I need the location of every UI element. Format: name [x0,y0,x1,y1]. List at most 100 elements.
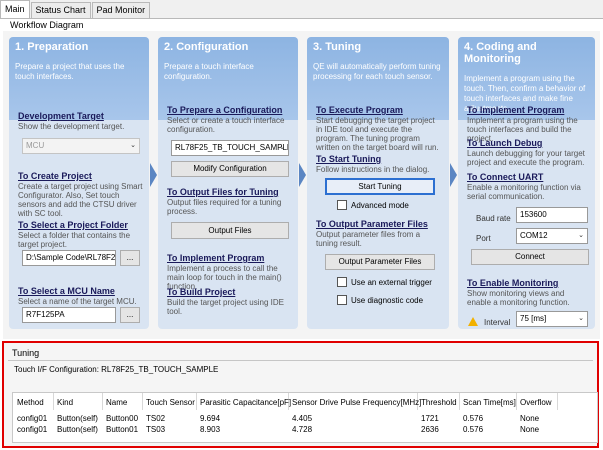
execute-program-link[interactable]: To Execute Program [316,105,403,115]
column-divider [142,393,143,410]
chevron-down-icon: ⌄ [578,315,584,322]
column-divider [459,393,460,410]
start-tuning-link[interactable]: To Start Tuning [316,154,382,164]
workflow-diagram: 1. Preparation Prepare a project that us… [3,31,600,339]
step-header: 2. Configuration Prepare a touch interfa… [158,37,298,120]
column-divider [288,393,289,410]
baud-rate-input[interactable]: 153600 [516,207,588,223]
column-header[interactable]: Method [17,398,44,407]
column-header[interactable]: Threshold [421,398,457,407]
step-desc: Implement a program using the touch. The… [464,74,586,113]
table-cell: 9.694 [200,414,221,423]
implement-program-desc: Implement a process to call the main loo… [167,264,282,291]
prepare-config-link[interactable]: To Prepare a Configuration [167,105,283,115]
diagnostic-code-label: Use diagnostic code [351,295,424,305]
step-title: 2. Configuration [164,41,249,53]
diagnostic-code-checkbox[interactable]: Use diagnostic code [337,295,423,305]
enable-monitoring-desc: Show monitoring views and enable a monit… [467,289,570,307]
mcu-select-value: MCU [26,141,45,150]
connect-button[interactable]: Connect [471,249,589,265]
table-cell: 4.728 [292,425,313,434]
connect-uart-link[interactable]: To Connect UART [467,172,544,182]
implement-program-desc: Implement a program using the touch inte… [467,116,578,143]
launch-debug-desc: Launch debugging for your target project… [467,149,585,167]
connect-uart-desc: Enable a monitoring function via serial … [467,183,581,201]
table-cell: TS03 [146,425,166,434]
create-project-link[interactable]: To Create Project [18,171,92,181]
step-arrow-icon [299,163,306,187]
step-header: 3. Tuning QE will automatically perform … [307,37,449,120]
column-header[interactable]: Parasitic Capacitance[pF] [200,398,292,407]
tab-bar: Main Status Chart Pad Monitor [0,0,603,19]
interval-select[interactable]: 75 [ms] ⌄ [516,311,588,327]
table-cell: 0.576 [463,425,484,434]
table-cell: Button00 [106,414,139,423]
tab-pad-monitor[interactable]: Pad Monitor [91,2,151,18]
column-header[interactable]: Touch Sensor [146,398,195,407]
column-divider [53,393,54,410]
table-cell: None [520,425,540,434]
output-files-link[interactable]: To Output Files for Tuning [167,187,279,197]
step-preparation: 1. Preparation Prepare a project that us… [9,37,149,329]
step-configuration: 2. Configuration Prepare a touch interfa… [158,37,298,329]
config-select[interactable]: RL78F25_TB_TOUCH_SAMPLE ⌄ [171,140,289,156]
external-trigger-label: Use an external trigger [351,277,432,287]
tab-status-chart[interactable]: Status Chart [30,2,91,18]
implement-program-link[interactable]: To Implement Program [167,253,265,263]
step-desc: Prepare a project that uses the touch in… [15,62,125,81]
divider [8,360,593,361]
interval-label: Interval [484,318,511,327]
column-header[interactable]: Overflow [520,398,552,407]
step-arrow-icon [150,163,157,187]
warning-icon [468,317,478,326]
column-divider [557,393,558,410]
column-header[interactable]: Scan Time[ms] [463,398,516,407]
output-parameter-files-button[interactable]: Output Parameter Files [325,254,435,270]
modify-configuration-button[interactable]: Modify Configuration [171,161,289,177]
checkbox-box [337,277,347,287]
project-folder-input[interactable]: D:\Sample Code\RL78F25_ [22,250,116,266]
step-title: 3. Tuning [313,41,362,53]
column-header[interactable]: Name [106,398,128,407]
implement-program-link[interactable]: To Implement Program [467,105,565,115]
table-cell: 2636 [421,425,439,434]
table-cell: TS02 [146,414,166,423]
browse-mcu-button[interactable]: ... [120,307,140,323]
launch-debug-link[interactable]: To Launch Debug [467,138,543,148]
chevron-down-icon: ⌄ [130,142,136,149]
mcu-name-heading: To Select a MCU Name [18,286,115,296]
column-header[interactable]: Kind [57,398,74,407]
output-files-button[interactable]: Output Files [171,222,289,239]
baud-rate-label: Baud rate [476,214,511,223]
mcu-name-input[interactable]: R7F125PA [22,307,116,323]
step-title: 4. Coding and Monitoring [464,41,537,65]
advanced-mode-label: Advanced mode [351,200,409,210]
browse-folder-button[interactable]: ... [120,250,140,266]
column-divider [516,393,517,410]
start-tuning-button[interactable]: Start Tuning [325,178,435,195]
step-tuning: 3. Tuning QE will automatically perform … [307,37,449,329]
execute-program-desc: Start debugging the target project in ID… [316,116,439,152]
column-header[interactable]: Sensor Drive Pulse Frequency[MHz] [292,398,422,407]
checkbox-box [337,200,347,210]
mcu-name-desc: Select a name of the target MCU. [18,297,137,306]
chevron-down-icon: ⌄ [279,144,285,151]
output-files-desc: Output files required for a tuning proce… [167,198,282,216]
output-parameter-files-link[interactable]: To Output Parameter Files [316,219,428,229]
enable-monitoring-link[interactable]: To Enable Monitoring [467,278,559,288]
advanced-mode-checkbox[interactable]: Advanced mode [337,200,409,210]
build-project-link[interactable]: To Build Project [167,287,236,297]
select-folder-desc: Select a folder that contains the target… [18,231,131,249]
tuning-config-label: Touch I/F Configuration: RL78F25_TB_TOUC… [14,365,219,374]
dev-target-heading: Development Target [18,111,104,121]
port-select[interactable]: COM12 ⌄ [516,228,588,244]
prepare-config-desc: Select or create a touch interface confi… [167,116,285,134]
external-trigger-checkbox[interactable]: Use an external trigger [337,277,432,287]
tab-main[interactable]: Main [0,0,30,18]
table-cell: Button(self) [57,414,98,423]
tuning-title: Tuning [12,348,40,358]
table-cell: 8.903 [200,425,221,434]
output-parameter-files-desc: Output parameter files from a tuning res… [316,230,421,248]
mcu-select[interactable]: MCU ⌄ [22,138,140,154]
tuning-results-table: Method Kind Name Touch Sensor Parasitic … [12,392,598,443]
